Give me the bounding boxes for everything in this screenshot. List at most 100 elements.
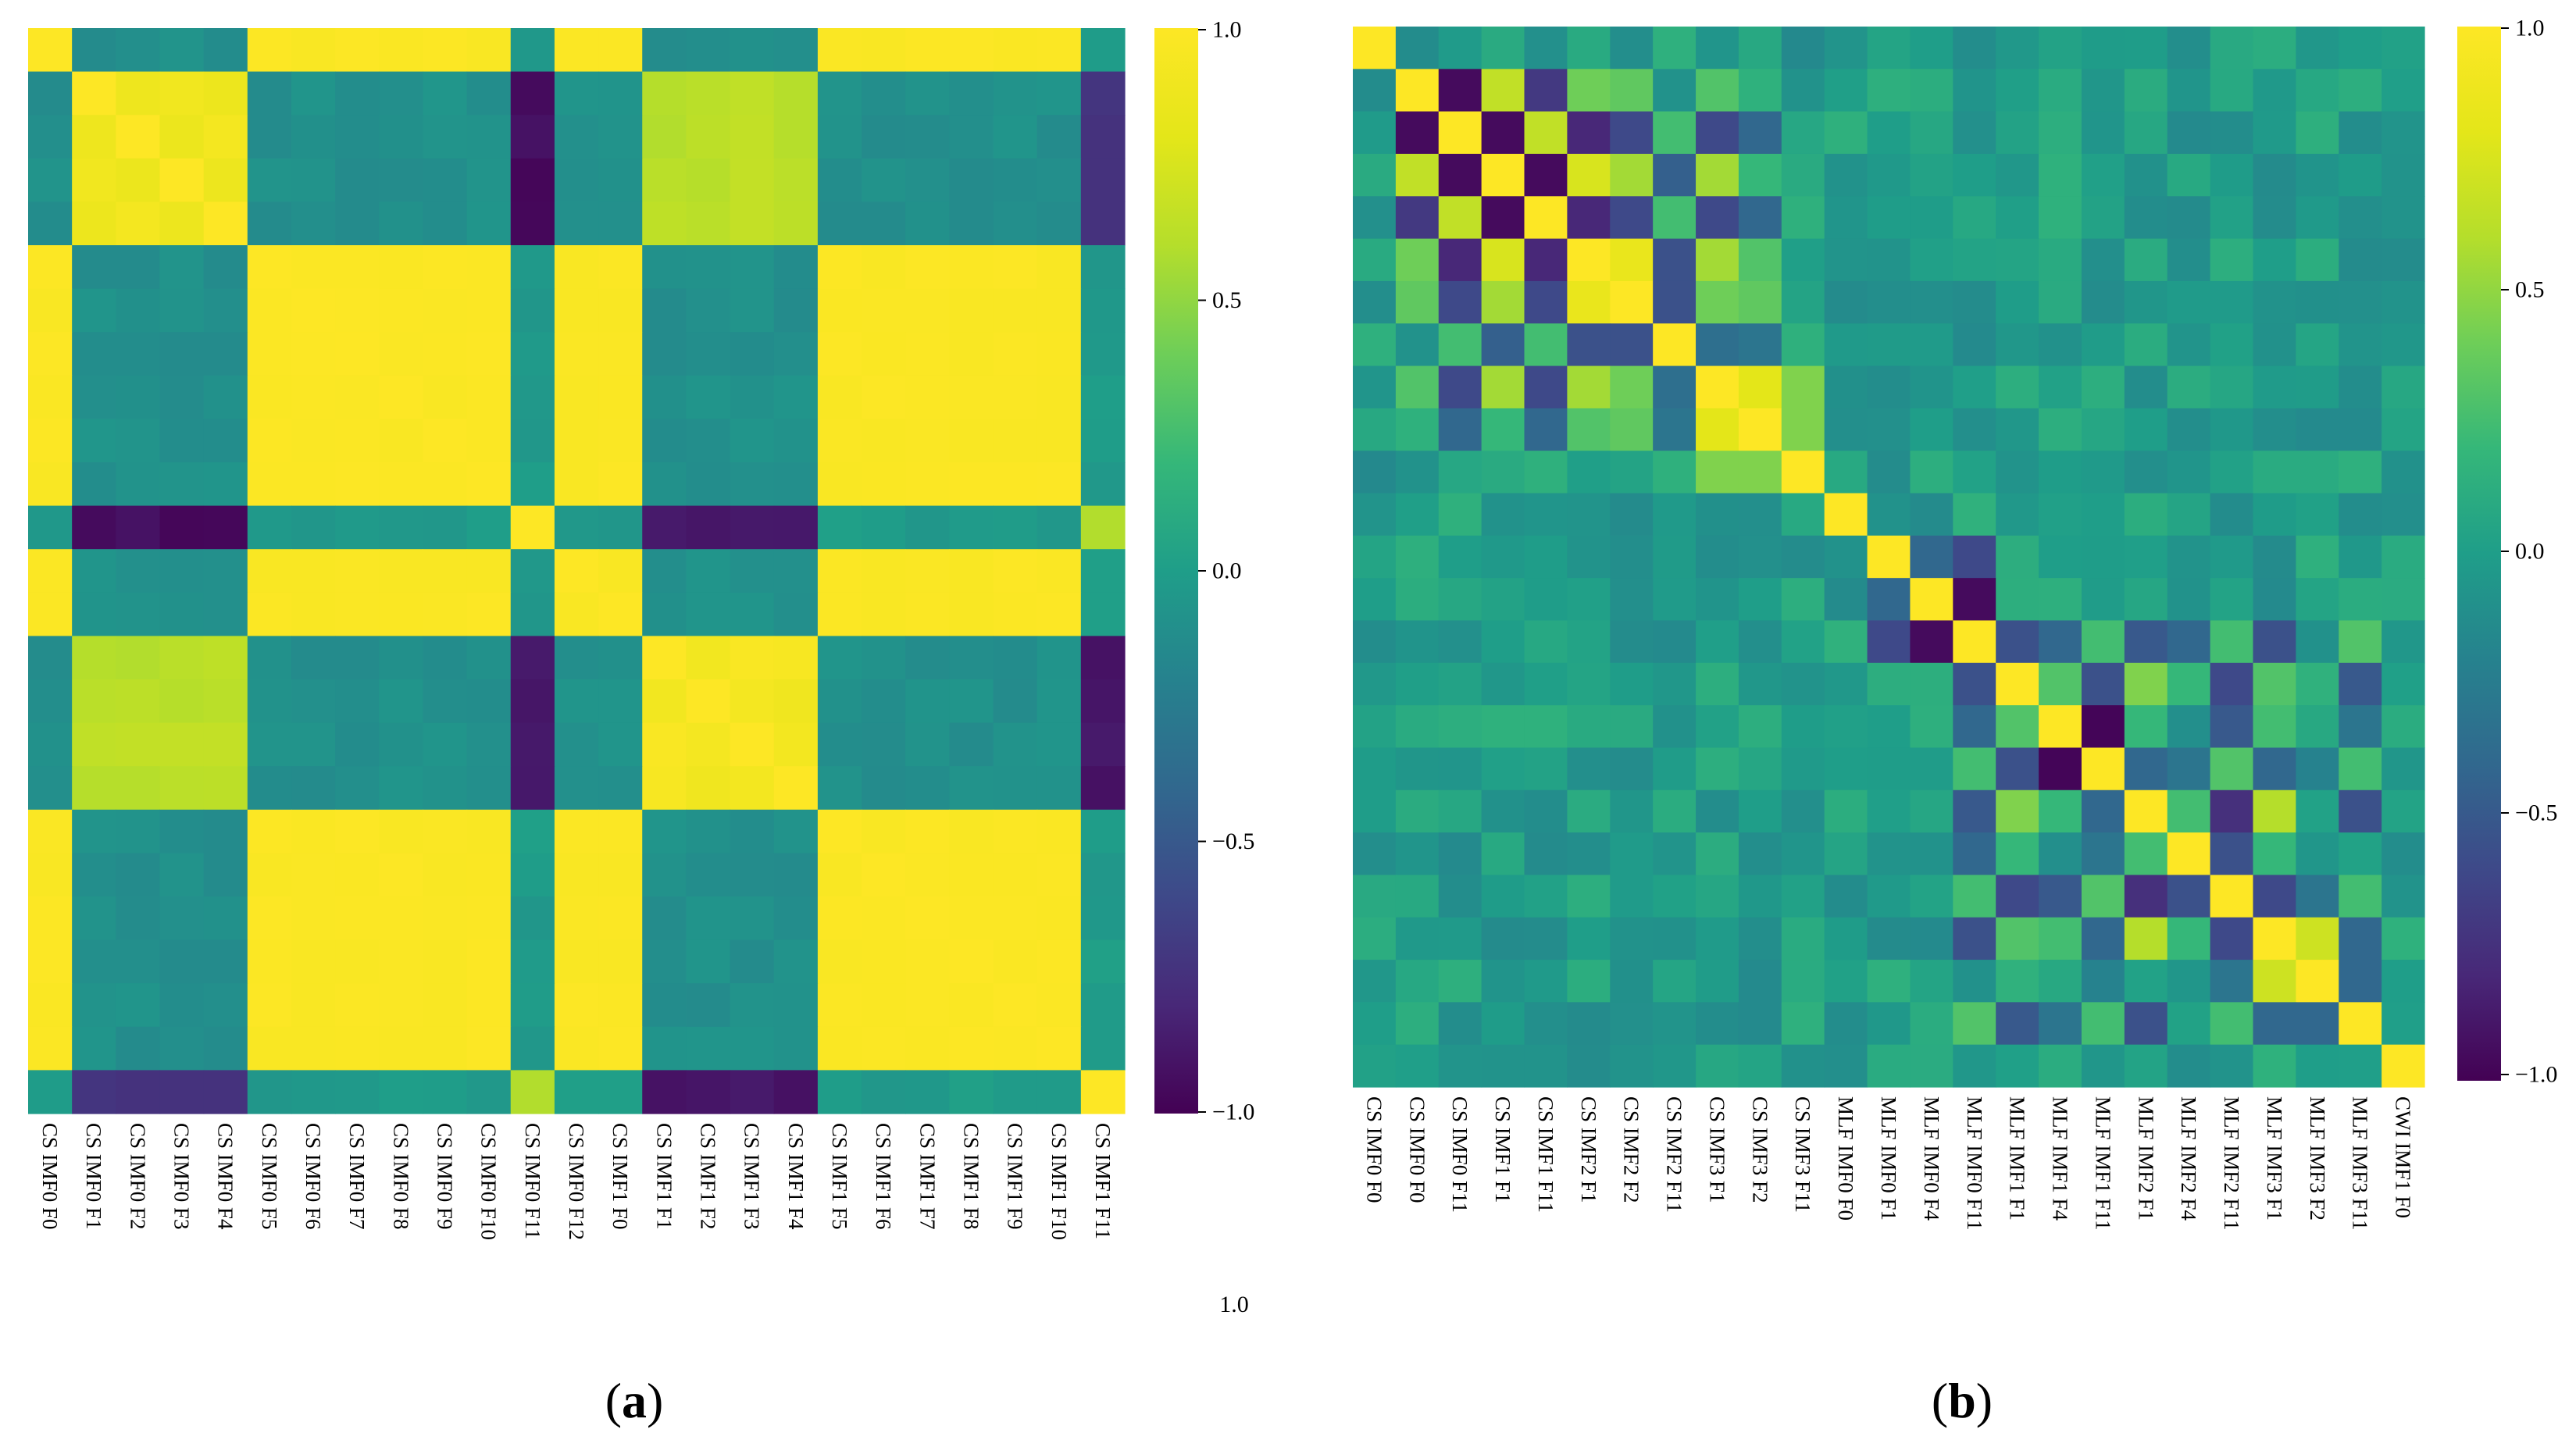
b-cell-1-12: [1867, 69, 1911, 112]
b-cell-21-8: [1696, 917, 1739, 961]
x-tick-labels-b: CS IMF0 F0 CS IMF0 F0 CS IMF0 F11 CS IMF1 F…: [1362, 1096, 2414, 1231]
a-cell-7-10: [466, 332, 512, 376]
colorbar-b: [2457, 27, 2501, 1081]
b-cell-17-8: [1696, 747, 1739, 791]
b-cell-24-22: [2296, 1044, 2339, 1088]
a-cell-16-8: [379, 722, 424, 767]
b-colorbar-tick-label-0: 1.0: [2515, 16, 2545, 41]
b-cell-4-20: [2210, 196, 2254, 240]
b-cell-16-23: [2339, 705, 2382, 749]
b-cell-8-6: [1610, 365, 1654, 409]
a-cell-13-5: [247, 592, 292, 636]
a-cell-0-22: [993, 28, 1038, 73]
b-cell-9-4: [1524, 408, 1568, 451]
a-cell-17-15: [686, 766, 731, 811]
b-cell-7-20: [2210, 323, 2254, 367]
b-cell-21-6: [1610, 917, 1654, 961]
b-cell-10-4: [1524, 451, 1568, 494]
b-cell-7-8: [1696, 323, 1739, 367]
b-cell-6-21: [2253, 280, 2296, 324]
a-cell-11-1: [72, 505, 116, 550]
a-cell-0-23: [1036, 28, 1082, 73]
b-cell-18-20: [2210, 789, 2254, 833]
b-cell-17-18: [2124, 747, 2168, 791]
b-cell-2-15: [1996, 111, 2039, 155]
b-cell-13-9: [1738, 578, 1782, 622]
a-cell-2-10: [466, 115, 512, 159]
b-cell-2-14: [1953, 111, 1996, 155]
b-cell-7-13: [1910, 323, 1953, 367]
b-cell-5-13: [1910, 238, 1953, 282]
b-cell-16-7: [1653, 705, 1697, 749]
b-cell-11-20: [2210, 493, 2254, 536]
a-cell-16-16: [730, 722, 775, 767]
a-cell-1-17: [773, 71, 819, 116]
b-cell-13-21: [2253, 578, 2296, 622]
b-cell-20-5: [1567, 875, 1611, 918]
a-cell-14-9: [423, 636, 468, 680]
a-cell-6-7: [335, 288, 380, 333]
b-cell-19-0: [1353, 832, 1397, 875]
b-cell-7-17: [2081, 323, 2125, 367]
b-cell-4-24: [2382, 196, 2425, 240]
a-cell-24-7: [335, 1070, 380, 1114]
a-cell-17-6: [291, 766, 336, 811]
a-cell-9-15: [686, 419, 731, 463]
a-cell-12-21: [949, 549, 994, 593]
b-cell-15-14: [1953, 662, 1996, 706]
b-cell-23-10: [1781, 1002, 1825, 1046]
a-cell-23-2: [116, 1026, 161, 1071]
a-cell-17-18: [817, 766, 862, 811]
b-cell-22-13: [1910, 960, 1953, 1003]
b-cell-8-3: [1481, 365, 1525, 409]
a-cell-20-4: [203, 896, 248, 941]
a-cell-1-4: [203, 71, 248, 116]
b-cell-6-18: [2124, 280, 2168, 324]
b-cell-14-14: [1953, 620, 1996, 664]
b-cell-9-5: [1567, 408, 1611, 451]
a-cell-6-12: [554, 288, 599, 333]
b-cell-16-14: [1953, 705, 1996, 749]
a-cell-0-15: [686, 28, 731, 73]
b-cell-16-21: [2253, 705, 2296, 749]
a-cell-14-12: [554, 636, 599, 680]
a-cell-4-0: [28, 201, 73, 246]
b-cell-21-4: [1524, 917, 1568, 961]
a-cell-0-3: [159, 28, 205, 73]
b-cell-13-8: [1696, 578, 1739, 622]
a-cell-0-17: [773, 28, 819, 73]
a-cell-10-14: [642, 462, 687, 507]
a-cell-14-17: [773, 636, 819, 680]
a-cell-24-20: [905, 1070, 950, 1114]
b-cell-9-7: [1653, 408, 1697, 451]
a-cell-15-24: [1080, 679, 1126, 724]
a-cell-18-8: [379, 809, 424, 854]
a-cell-9-3: [159, 419, 205, 463]
b-cell-14-1: [1395, 620, 1440, 664]
a-cell-6-10: [466, 288, 512, 333]
b-cell-0-4: [1524, 27, 1568, 69]
b-cell-2-4: [1524, 111, 1568, 155]
b-x-tick-label-5: CS IMF2 F1: [1577, 1096, 1600, 1203]
b-cell-12-22: [2296, 535, 2339, 579]
b-cell-15-13: [1910, 662, 1953, 706]
b-cell-19-15: [1996, 832, 2039, 875]
b-cell-3-12: [1867, 153, 1911, 197]
b-cell-16-9: [1738, 705, 1782, 749]
a-cell-18-10: [466, 809, 512, 854]
b-cell-3-4: [1524, 153, 1568, 197]
b-cell-23-18: [2124, 1002, 2168, 1046]
b-cell-10-2: [1438, 451, 1482, 494]
b-cell-19-24: [2382, 832, 2425, 875]
a-cell-23-7: [335, 1026, 380, 1071]
a-cell-23-24: [1080, 1026, 1126, 1071]
a-cell-12-3: [159, 549, 205, 593]
a-cell-2-21: [949, 115, 994, 159]
b-cell-20-12: [1867, 875, 1911, 918]
b-cell-0-1: [1395, 27, 1440, 69]
a-cell-15-0: [28, 679, 73, 724]
a-cell-9-9: [423, 419, 468, 463]
a-x-tick-label-21: CS IMF1 F8: [959, 1123, 983, 1230]
b-cell-18-0: [1353, 789, 1397, 833]
a-cell-13-10: [466, 592, 512, 636]
